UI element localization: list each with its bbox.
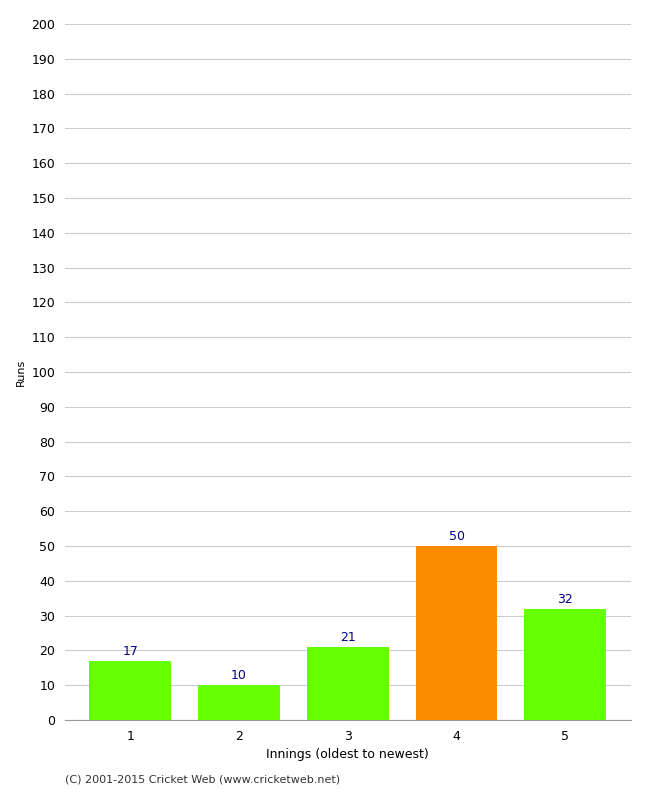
- Bar: [198, 685, 280, 720]
- X-axis label: Innings (oldest to newest): Innings (oldest to newest): [266, 748, 429, 762]
- Text: 32: 32: [558, 593, 573, 606]
- Bar: [90, 661, 171, 720]
- Bar: [416, 546, 497, 720]
- Text: 17: 17: [122, 645, 138, 658]
- Text: 50: 50: [448, 530, 465, 543]
- Text: 10: 10: [231, 670, 247, 682]
- Text: 21: 21: [340, 631, 356, 644]
- Bar: [525, 609, 606, 720]
- Y-axis label: Runs: Runs: [16, 358, 26, 386]
- Text: (C) 2001-2015 Cricket Web (www.cricketweb.net): (C) 2001-2015 Cricket Web (www.cricketwe…: [65, 774, 340, 784]
- Bar: [307, 647, 389, 720]
